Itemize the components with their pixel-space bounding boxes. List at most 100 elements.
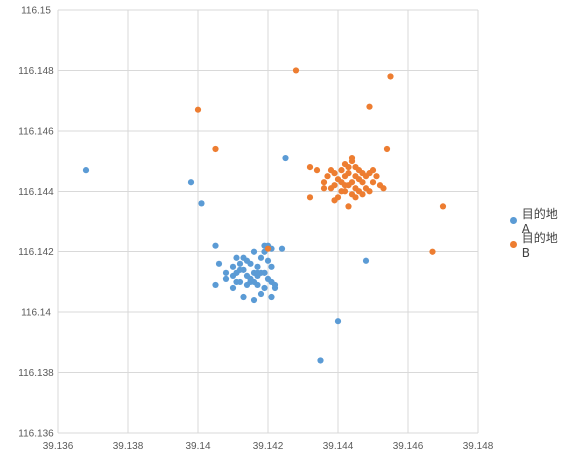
series-b-point bbox=[359, 170, 366, 177]
series-a-point bbox=[236, 260, 244, 267]
series-b-point bbox=[338, 179, 345, 186]
series-a-point bbox=[229, 263, 237, 270]
series-a-point bbox=[215, 260, 223, 267]
series-a-point bbox=[264, 257, 272, 264]
series-a-point bbox=[187, 179, 195, 186]
series-b-point bbox=[369, 167, 377, 174]
series-b-point bbox=[331, 182, 338, 189]
series-a-point bbox=[82, 167, 90, 174]
series-a-point bbox=[233, 278, 240, 286]
series-b-point bbox=[387, 73, 394, 80]
series-a-point bbox=[243, 281, 251, 289]
series-a-point bbox=[268, 263, 275, 270]
series-b-point bbox=[429, 248, 436, 255]
x-tick-label: 39.14 bbox=[185, 441, 210, 452]
series-a-point bbox=[254, 269, 261, 276]
series-a-point bbox=[250, 248, 258, 255]
series-b-point bbox=[341, 160, 349, 168]
series-b-point bbox=[306, 164, 314, 171]
x-axis-ticks: 39.136 39.138 39.14 39.142 39.144 39.146 39.14… bbox=[43, 441, 494, 452]
series-b-point bbox=[320, 179, 328, 186]
legend: 目的地 A 目的地 B bbox=[510, 207, 568, 260]
series-b-point bbox=[439, 203, 447, 210]
series-a-point bbox=[257, 254, 265, 261]
series-a-point bbox=[222, 275, 230, 283]
series-b-point bbox=[292, 67, 300, 74]
series-a-point bbox=[222, 269, 230, 276]
x-tick-label: 39.148 bbox=[463, 441, 494, 452]
series-a-point bbox=[271, 281, 279, 289]
series-b-point bbox=[324, 173, 331, 180]
series-b-point bbox=[313, 167, 321, 174]
series-b-point bbox=[366, 103, 373, 110]
series-b-point bbox=[359, 191, 366, 198]
series-a-point bbox=[261, 269, 268, 276]
series-b-point bbox=[345, 203, 352, 210]
y-tick-label: 116.142 bbox=[18, 247, 54, 258]
series-a-point bbox=[198, 200, 205, 207]
series-b-point bbox=[352, 164, 359, 171]
y-tick-label: 116.148 bbox=[18, 66, 54, 77]
x-tick-label: 39.136 bbox=[43, 441, 74, 452]
series-b-point bbox=[194, 106, 202, 113]
x-tick-label: 39.138 bbox=[113, 441, 144, 452]
series-b-point bbox=[369, 179, 377, 186]
y-axis-ticks: 116.136 116.138 116.14 116.142 116.144 116.14… bbox=[18, 6, 54, 440]
series-b-point bbox=[345, 182, 352, 189]
legend-marker-b bbox=[510, 240, 517, 248]
y-tick-label: 116.146 bbox=[18, 126, 54, 137]
x-tick-label: 39.142 bbox=[253, 441, 284, 452]
series-b-point bbox=[355, 176, 363, 183]
legend-label-b: 目的地 B bbox=[521, 230, 558, 260]
legend-label-a: 目的地 A bbox=[521, 206, 558, 236]
series-a-point bbox=[236, 266, 244, 273]
series-b-point bbox=[212, 145, 219, 153]
series-a-point bbox=[240, 293, 247, 301]
series-b-point bbox=[373, 173, 380, 180]
grid bbox=[57, 9, 479, 434]
legend-marker-a bbox=[510, 216, 517, 224]
series-a-point bbox=[247, 275, 254, 283]
series-a-point bbox=[317, 357, 324, 364]
series-a-point bbox=[250, 296, 258, 304]
series-b-point bbox=[366, 188, 373, 195]
series-a-points bbox=[82, 154, 370, 364]
series-b-point bbox=[341, 188, 349, 195]
series-a-point bbox=[282, 154, 289, 162]
series-a-point bbox=[243, 257, 251, 264]
series-b-point bbox=[380, 185, 387, 192]
x-tick-label: 39.144 bbox=[323, 441, 354, 452]
y-tick-label: 116.136 bbox=[18, 429, 54, 440]
legend-item-a: 目的地 A bbox=[510, 207, 568, 236]
series-b-point bbox=[320, 185, 328, 192]
series-a-point bbox=[257, 290, 265, 298]
series-a-point bbox=[261, 284, 268, 292]
series-a-point bbox=[212, 281, 219, 289]
y-tick-label: 116.15 bbox=[21, 6, 51, 17]
x-tick-label: 39.146 bbox=[393, 441, 424, 452]
series-a-point bbox=[233, 254, 240, 261]
series-a-point bbox=[264, 275, 272, 283]
series-a-point bbox=[278, 245, 286, 252]
series-b-point bbox=[327, 167, 335, 174]
series-b-point bbox=[264, 245, 272, 252]
series-b-point bbox=[306, 194, 314, 201]
series-a-point bbox=[362, 257, 370, 264]
legend-item-b: 目的地 B bbox=[510, 231, 568, 260]
series-b-points bbox=[194, 67, 447, 255]
series-b-point bbox=[352, 194, 359, 201]
series-a-point bbox=[254, 263, 261, 270]
series-b-point bbox=[345, 170, 352, 177]
y-tick-label: 116.144 bbox=[18, 187, 54, 198]
series-b-point bbox=[383, 145, 391, 153]
series-a-point bbox=[212, 242, 219, 249]
series-b-point bbox=[338, 167, 345, 174]
series-a-point bbox=[229, 284, 237, 292]
series-a-point bbox=[334, 318, 342, 325]
y-tick-label: 116.138 bbox=[18, 368, 54, 379]
series-b-point bbox=[348, 154, 356, 162]
series-a-point bbox=[268, 293, 275, 301]
y-tick-label: 116.14 bbox=[21, 308, 51, 319]
series-b-point bbox=[331, 197, 338, 204]
